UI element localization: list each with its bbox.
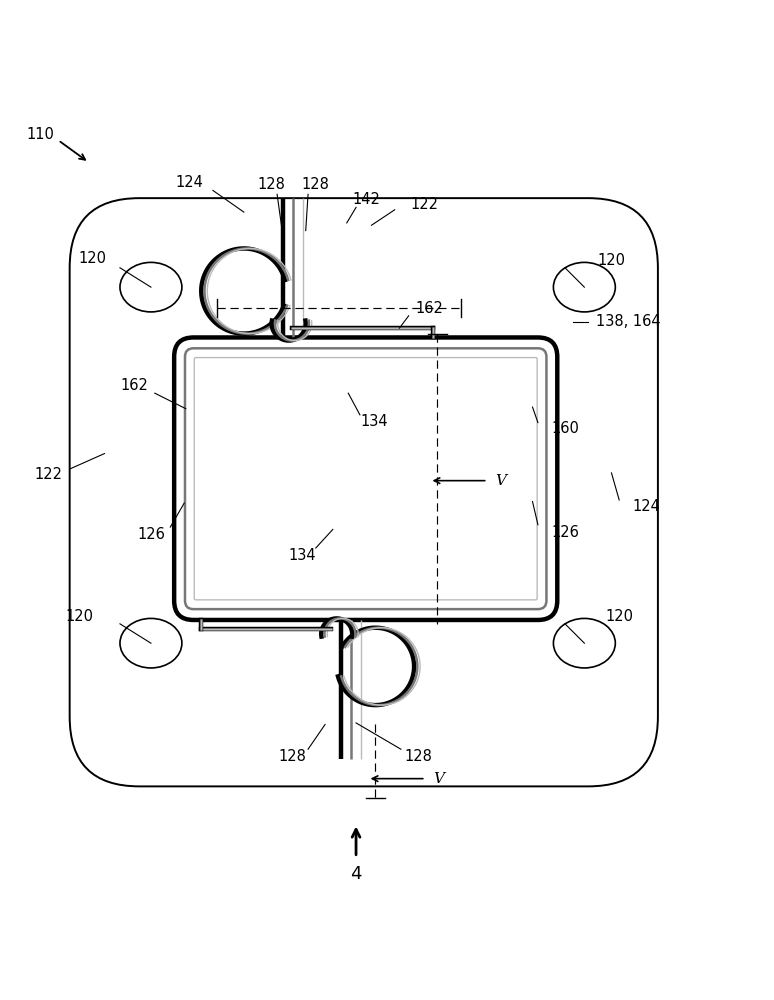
Text: 120: 120 <box>79 251 107 266</box>
Text: 134: 134 <box>360 414 388 429</box>
Text: 4: 4 <box>351 865 361 883</box>
Text: 122: 122 <box>34 467 62 482</box>
Text: 126: 126 <box>551 525 579 540</box>
Text: 120: 120 <box>605 609 633 624</box>
Text: 122: 122 <box>410 197 438 212</box>
Ellipse shape <box>120 262 182 312</box>
Text: 142: 142 <box>352 192 380 207</box>
Text: 128: 128 <box>404 749 432 764</box>
Text: 128: 128 <box>302 177 330 192</box>
Text: 120: 120 <box>66 609 94 624</box>
Text: 134: 134 <box>288 548 316 563</box>
Text: 110: 110 <box>26 127 54 142</box>
Ellipse shape <box>120 618 182 668</box>
Text: 160: 160 <box>551 421 579 436</box>
Text: 126: 126 <box>137 527 165 542</box>
Text: 162: 162 <box>416 301 444 316</box>
Text: 128: 128 <box>279 749 307 764</box>
FancyBboxPatch shape <box>70 198 658 786</box>
Text: 124: 124 <box>632 499 660 514</box>
Text: V: V <box>495 474 506 488</box>
Text: 128: 128 <box>257 177 285 192</box>
Ellipse shape <box>553 262 615 312</box>
Text: 124: 124 <box>176 175 204 190</box>
Text: 138, 164: 138, 164 <box>596 314 660 329</box>
Text: 162: 162 <box>120 378 148 393</box>
Text: V: V <box>433 772 444 786</box>
Text: 120: 120 <box>598 253 625 268</box>
Ellipse shape <box>553 618 615 668</box>
